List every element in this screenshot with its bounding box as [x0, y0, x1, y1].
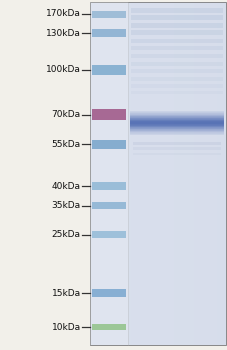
Text: 35kDa: 35kDa: [52, 201, 81, 210]
FancyBboxPatch shape: [130, 130, 224, 131]
FancyBboxPatch shape: [199, 2, 201, 345]
FancyBboxPatch shape: [131, 30, 223, 35]
FancyBboxPatch shape: [131, 69, 223, 73]
FancyBboxPatch shape: [131, 54, 223, 58]
Text: 10kDa: 10kDa: [52, 323, 81, 332]
Text: 70kDa: 70kDa: [52, 110, 81, 119]
FancyBboxPatch shape: [130, 128, 224, 129]
FancyBboxPatch shape: [133, 142, 221, 145]
FancyBboxPatch shape: [130, 112, 224, 113]
FancyBboxPatch shape: [131, 77, 223, 80]
FancyBboxPatch shape: [130, 119, 224, 120]
FancyBboxPatch shape: [130, 117, 224, 118]
FancyBboxPatch shape: [203, 2, 205, 345]
FancyBboxPatch shape: [92, 10, 126, 18]
FancyBboxPatch shape: [131, 23, 223, 28]
FancyBboxPatch shape: [130, 123, 224, 124]
FancyBboxPatch shape: [210, 2, 212, 345]
FancyBboxPatch shape: [133, 147, 221, 150]
FancyBboxPatch shape: [219, 2, 221, 345]
Text: 130kDa: 130kDa: [46, 29, 81, 38]
FancyBboxPatch shape: [92, 140, 126, 148]
FancyBboxPatch shape: [133, 153, 221, 155]
FancyBboxPatch shape: [201, 2, 203, 345]
FancyBboxPatch shape: [224, 2, 226, 345]
FancyBboxPatch shape: [130, 118, 224, 119]
FancyBboxPatch shape: [208, 2, 210, 345]
FancyBboxPatch shape: [130, 114, 224, 115]
FancyBboxPatch shape: [130, 116, 224, 117]
FancyBboxPatch shape: [131, 15, 223, 20]
FancyBboxPatch shape: [131, 62, 223, 66]
FancyBboxPatch shape: [130, 119, 224, 120]
FancyBboxPatch shape: [130, 132, 224, 133]
FancyBboxPatch shape: [131, 84, 223, 88]
Text: 100kDa: 100kDa: [46, 65, 81, 75]
FancyBboxPatch shape: [212, 2, 215, 345]
FancyBboxPatch shape: [130, 114, 224, 115]
FancyBboxPatch shape: [92, 324, 126, 330]
FancyBboxPatch shape: [215, 2, 217, 345]
Text: 170kDa: 170kDa: [46, 9, 81, 19]
FancyBboxPatch shape: [92, 231, 126, 238]
Text: 55kDa: 55kDa: [52, 140, 81, 149]
FancyBboxPatch shape: [130, 129, 224, 130]
FancyBboxPatch shape: [130, 113, 224, 114]
FancyBboxPatch shape: [92, 182, 126, 190]
FancyBboxPatch shape: [130, 127, 224, 128]
FancyBboxPatch shape: [90, 2, 128, 345]
FancyBboxPatch shape: [130, 125, 224, 126]
FancyBboxPatch shape: [130, 133, 224, 134]
FancyBboxPatch shape: [130, 126, 224, 127]
FancyBboxPatch shape: [130, 131, 224, 132]
FancyBboxPatch shape: [130, 111, 224, 112]
FancyBboxPatch shape: [92, 29, 126, 37]
FancyBboxPatch shape: [130, 122, 224, 123]
FancyBboxPatch shape: [92, 202, 126, 209]
FancyBboxPatch shape: [131, 38, 223, 43]
Text: 40kDa: 40kDa: [52, 182, 81, 191]
FancyBboxPatch shape: [131, 91, 223, 94]
FancyBboxPatch shape: [217, 2, 219, 345]
Text: 25kDa: 25kDa: [52, 230, 81, 239]
FancyBboxPatch shape: [131, 46, 223, 50]
FancyBboxPatch shape: [205, 2, 208, 345]
FancyBboxPatch shape: [130, 115, 224, 116]
FancyBboxPatch shape: [131, 8, 223, 13]
FancyBboxPatch shape: [92, 109, 126, 120]
FancyBboxPatch shape: [90, 2, 226, 345]
Text: 15kDa: 15kDa: [52, 289, 81, 298]
FancyBboxPatch shape: [130, 120, 224, 121]
FancyBboxPatch shape: [92, 289, 126, 297]
FancyBboxPatch shape: [130, 134, 224, 135]
FancyBboxPatch shape: [221, 2, 224, 345]
FancyBboxPatch shape: [130, 121, 224, 122]
FancyBboxPatch shape: [92, 65, 126, 75]
FancyBboxPatch shape: [130, 124, 224, 125]
